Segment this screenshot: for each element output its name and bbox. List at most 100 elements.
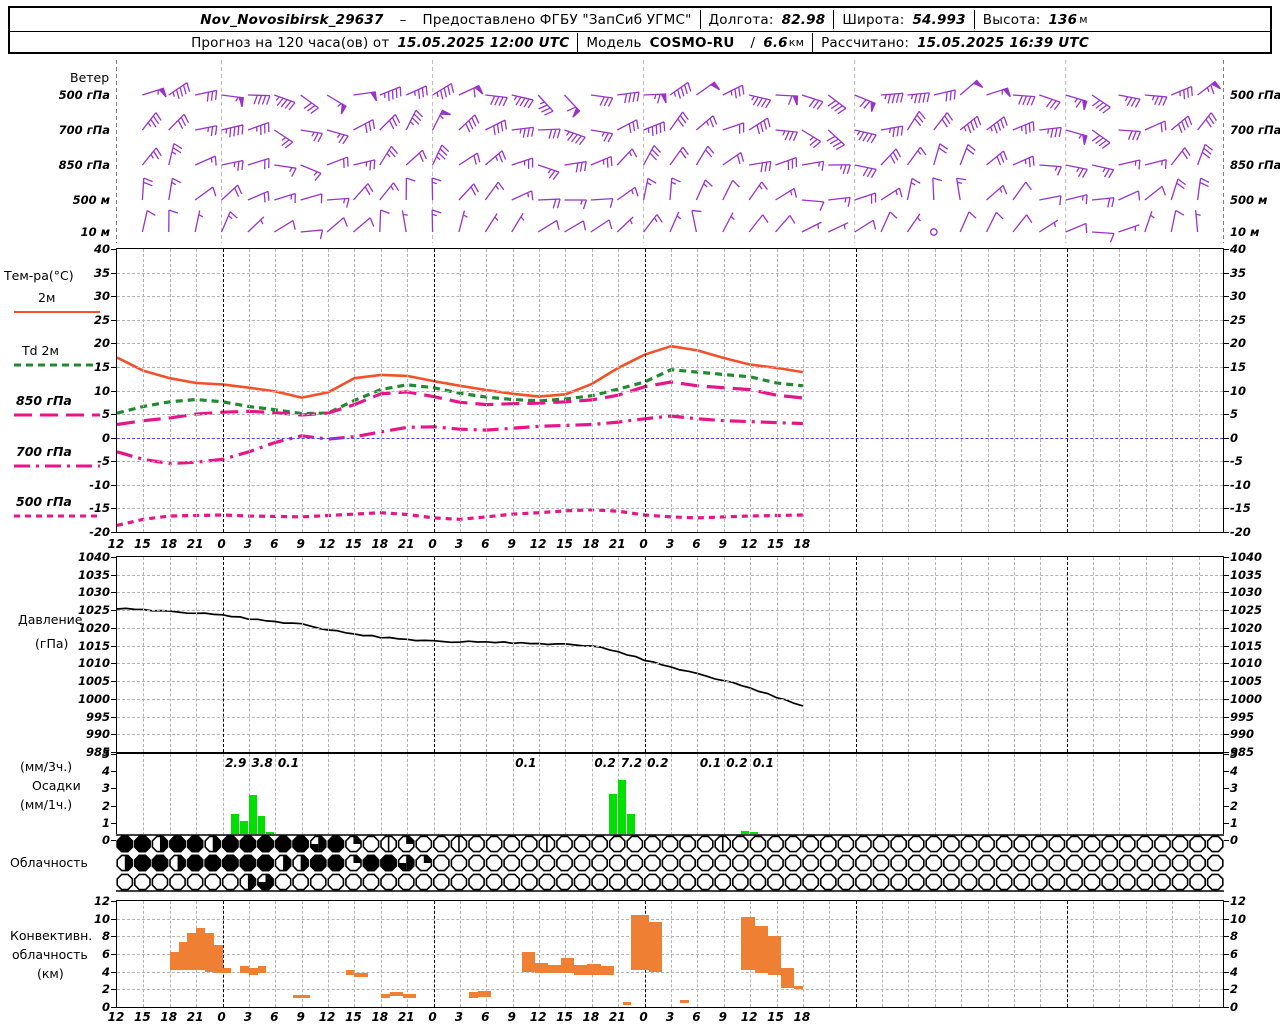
- cloud-symbol: [204, 873, 222, 891]
- y-tick-label: -10: [89, 477, 110, 492]
- x-tick-label: 21: [186, 1010, 204, 1024]
- wind-barb: [458, 183, 479, 201]
- cloud-symbol: [239, 854, 257, 872]
- cloud-symbol: [169, 835, 186, 853]
- wind-barb: [775, 214, 796, 233]
- cloud-symbol: [1013, 854, 1031, 872]
- gridline-vertical: [987, 754, 989, 840]
- provider-text: Предоставлено ФГБУ "ЗапСиб УГМС": [422, 11, 692, 28]
- y-tick-label: 10: [93, 383, 110, 398]
- cloud-symbol: [872, 835, 890, 853]
- wind-barb: [194, 210, 204, 233]
- x-tick-label: 9: [718, 1010, 727, 1024]
- wind-barb: [801, 129, 822, 149]
- gridline-vertical: [407, 901, 409, 1007]
- x-tick-label: 18: [582, 1010, 600, 1024]
- wind-barb: [432, 83, 455, 100]
- cloud-symbol: [327, 873, 345, 891]
- gridline-horizontal: [117, 484, 1223, 486]
- x-tick-label: 18: [371, 1010, 389, 1024]
- computed-label: Рассчитано:: [821, 34, 910, 51]
- y-tick-mark: [1224, 805, 1229, 807]
- model-resolution-unit: км: [788, 36, 805, 49]
- cloud-symbol: [1206, 854, 1224, 872]
- convective-cloud-bar: [204, 932, 214, 972]
- wind-barb: [405, 149, 427, 166]
- cloud-symbol: [1030, 854, 1048, 872]
- wind-barb: [669, 111, 689, 131]
- gridline-vertical: [301, 557, 303, 752]
- y-tick-mark: [1224, 610, 1229, 612]
- x-tick-label: 15: [345, 537, 362, 551]
- gridline-horizontal: [117, 366, 1223, 368]
- gridline-vertical: [1119, 557, 1121, 752]
- altitude-unit: м: [1079, 13, 1088, 26]
- station-name: Nov_Novosibirsk_29637: [200, 11, 384, 28]
- wind-barb: [353, 217, 375, 233]
- wind-barb: [221, 94, 245, 108]
- divider: [812, 33, 814, 52]
- gridline-vertical: [354, 249, 356, 532]
- wind-barb: [194, 186, 217, 201]
- gridline-vertical: [1145, 557, 1147, 752]
- y-tick-mark: [1224, 557, 1229, 558]
- cloud-symbol: [626, 835, 644, 853]
- y-tick-label: 20: [93, 336, 110, 351]
- wind-barb: [458, 152, 481, 166]
- cloud-symbol: [1118, 873, 1136, 891]
- cloud-symbol: [380, 854, 398, 872]
- gridline-vertical: [1013, 901, 1015, 1007]
- cloud-symbol: [661, 873, 679, 891]
- cloud-symbol: [309, 854, 327, 872]
- x-tick-label: 12: [740, 537, 758, 551]
- cloud-symbol: [942, 873, 960, 891]
- y-tick-label: 1040: [1230, 550, 1263, 564]
- wind-barb: [1197, 80, 1222, 96]
- y-tick-label: 10: [93, 911, 110, 926]
- cloud-symbol: [556, 873, 573, 891]
- precip-3h-value: 0.2: [594, 756, 616, 770]
- cloud-title: Облачность: [10, 855, 88, 870]
- convective-plot-area: [116, 900, 1224, 1008]
- wind-barb: [907, 92, 930, 104]
- cloud-symbol: [767, 873, 784, 891]
- wind-barb: [1170, 178, 1186, 201]
- y-tick-label: 5: [1230, 747, 1239, 761]
- gridline-horizontal: [117, 272, 1223, 274]
- convective-cloud-bar: [468, 991, 478, 999]
- cloud-symbol: [133, 835, 151, 853]
- y-tick-label: 40: [1230, 242, 1247, 256]
- wind-barb: [484, 150, 507, 166]
- cloud-symbol: [1154, 854, 1171, 872]
- gridline-vertical: [248, 249, 250, 532]
- cloud-symbol: [239, 873, 257, 891]
- gridline-vertical: [908, 249, 910, 532]
- wind-level-label-left: 500 гПа: [58, 88, 110, 102]
- gridline-vertical: [591, 901, 593, 1007]
- wind-barb: [247, 122, 270, 135]
- y-tick-label: 2: [101, 982, 110, 997]
- cloud-symbol: [784, 854, 802, 872]
- model-name: COSMO-RU: [649, 34, 735, 51]
- wind-barb: [722, 179, 740, 201]
- cloud-symbol: [872, 873, 890, 891]
- gridline-vertical: [1066, 754, 1068, 840]
- gridline-vertical: [459, 901, 461, 1007]
- cloud-symbol: [468, 835, 485, 853]
- x-tick-label: 18: [793, 537, 811, 551]
- gridline-vertical: [407, 249, 409, 532]
- cloud-symbol: [749, 873, 767, 891]
- cloud-symbol: [802, 835, 820, 853]
- x-tick-label: 18: [371, 537, 389, 551]
- wind-barb: [141, 209, 156, 233]
- cloud-symbol: [1083, 854, 1101, 872]
- cloud-symbol: [1083, 873, 1101, 891]
- wind-barb: [1144, 210, 1155, 233]
- temperature-legend-label: 2м: [38, 290, 56, 305]
- gridline-vertical: [486, 754, 488, 840]
- y-tick-mark: [1224, 989, 1229, 991]
- wind-barb: [1012, 94, 1036, 106]
- cloud-symbol: [573, 835, 591, 853]
- gridline-vertical: [750, 754, 752, 840]
- cloud-symbol: [907, 835, 925, 853]
